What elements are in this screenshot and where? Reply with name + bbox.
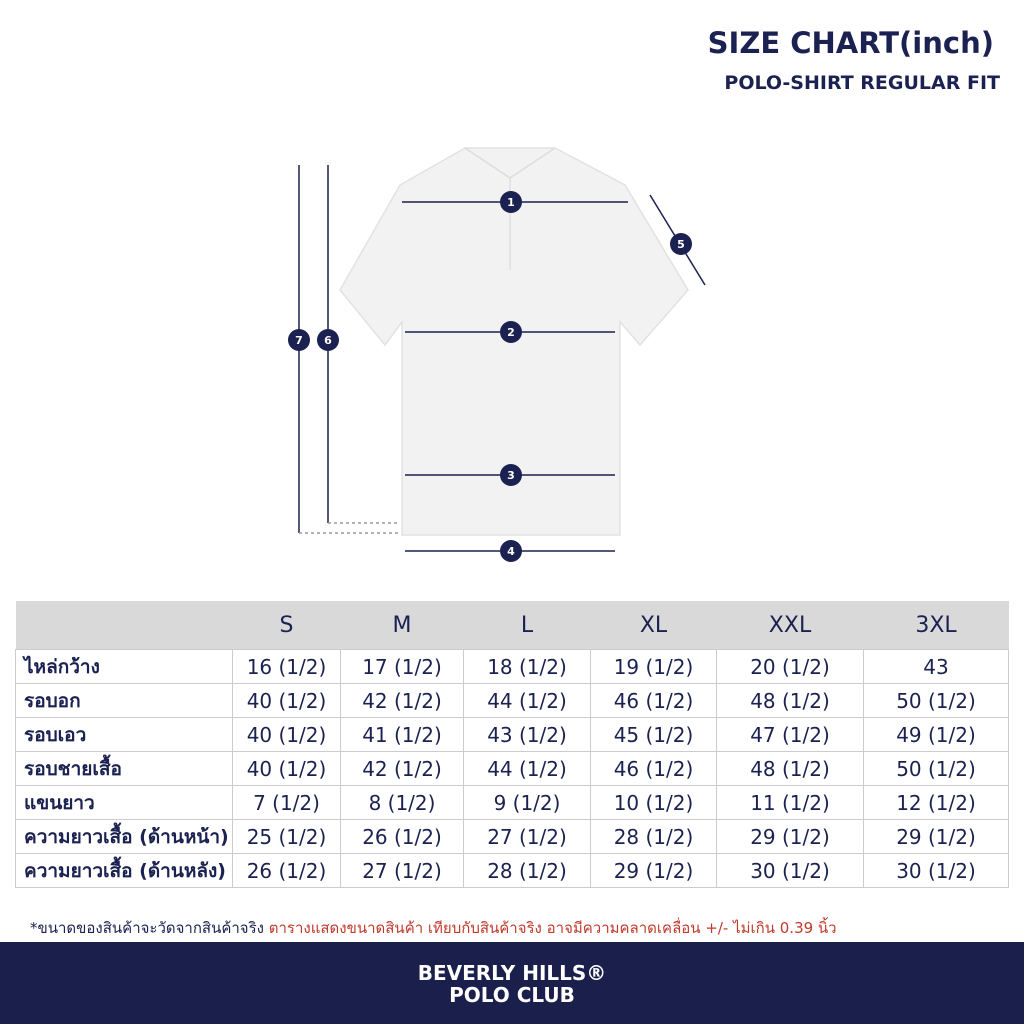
cell: 29 (1/2) bbox=[863, 819, 1009, 854]
column-header: M bbox=[340, 601, 464, 650]
row: แขนยาว 7 (1/2) 8 (1/2) 9 (1/2) 10 (1/2) 11 (1… bbox=[15, 785, 1009, 820]
cell: 40 (1/2) bbox=[232, 683, 341, 718]
row-label: รอบอก bbox=[15, 683, 233, 718]
cell: 7 (1/2) bbox=[232, 785, 341, 820]
row-label: รอบชายเสื้อ bbox=[15, 751, 233, 786]
size-table: S M L XL XXL 3XL ไหล่กว้าง 16 (1/2) 17 (1/2) 18 … bbox=[15, 601, 1009, 888]
cell: 30 (1/2) bbox=[863, 853, 1009, 888]
cell: 29 (1/2) bbox=[590, 853, 717, 888]
row-label: ความยาวเสื้อ (ด้านหน้า) bbox=[15, 819, 233, 854]
row: รอบอก 40 (1/2) 42 (1/2) 44 (1/2) 46 (1/2) 48 … bbox=[15, 683, 1009, 718]
marker: 7 bbox=[295, 334, 303, 347]
row: ความยาวเสื้อ (ด้านหลัง) 26 (1/2) 27 (1/2) 2… bbox=[15, 853, 1009, 888]
cell: 18 (1/2) bbox=[463, 649, 591, 684]
cell: 42 (1/2) bbox=[340, 751, 464, 786]
cell: 9 (1/2) bbox=[463, 785, 591, 820]
marker: 4 bbox=[507, 545, 515, 558]
brand: BEVERLY HILLS® bbox=[417, 961, 607, 985]
column-header: XXL bbox=[716, 601, 864, 650]
cell: 42 (1/2) bbox=[340, 683, 464, 718]
cell: 30 (1/2) bbox=[716, 853, 864, 888]
note: *ขนาดของสินค้าจะวัดจากสินค้าจริง bbox=[30, 919, 264, 937]
shirt-diagram: 1 2 3 4 5 6 7 bbox=[288, 147, 706, 562]
cell: 28 (1/2) bbox=[463, 853, 591, 888]
cell: 50 (1/2) bbox=[863, 683, 1009, 718]
cell: 25 (1/2) bbox=[232, 819, 341, 854]
row-label: แขนยาว bbox=[15, 785, 233, 820]
cell: 16 (1/2) bbox=[232, 649, 341, 684]
cell: 45 (1/2) bbox=[590, 717, 717, 752]
cell: 11 (1/2) bbox=[716, 785, 864, 820]
cell: 49 (1/2) bbox=[863, 717, 1009, 752]
cell: 44 (1/2) bbox=[463, 751, 591, 786]
row-label: รอบเอว bbox=[15, 717, 233, 752]
cell: 43 bbox=[863, 649, 1009, 684]
title: SIZE CHART(inch) bbox=[707, 26, 994, 60]
column-header: L bbox=[463, 601, 591, 650]
cell: 29 (1/2) bbox=[716, 819, 864, 854]
cell: 8 (1/2) bbox=[340, 785, 464, 820]
cell: 46 (1/2) bbox=[590, 751, 717, 786]
row: ไหล่กว้าง 16 (1/2) 17 (1/2) 18 (1/2) 19 (1/2… bbox=[15, 649, 1009, 684]
marker: 5 bbox=[677, 238, 685, 251]
column-header: XL bbox=[590, 601, 717, 650]
cell: 48 (1/2) bbox=[716, 751, 864, 786]
warning: ตารางแสดงขนาดสินค้า เทียบกับสินค้าจริง อ… bbox=[268, 919, 837, 937]
cell: 41 (1/2) bbox=[340, 717, 464, 752]
cell: 47 (1/2) bbox=[716, 717, 864, 752]
cell: 40 (1/2) bbox=[232, 751, 341, 786]
cell: 48 (1/2) bbox=[716, 683, 864, 718]
cell: 28 (1/2) bbox=[590, 819, 717, 854]
marker: 2 bbox=[507, 326, 515, 339]
row: รอบเอว 40 (1/2) 41 (1/2) 43 (1/2) 45 (1/2) 47… bbox=[15, 717, 1009, 752]
marker: 3 bbox=[507, 469, 515, 482]
brand: POLO CLUB bbox=[449, 983, 575, 1007]
cell: 46 (1/2) bbox=[590, 683, 717, 718]
row-label: ความยาวเสื้อ (ด้านหลัง) bbox=[15, 853, 233, 888]
cell: 20 (1/2) bbox=[716, 649, 864, 684]
row: ความยาวเสื้อ (ด้านหน้า) 25 (1/2) 26 (1/2) 2… bbox=[15, 819, 1009, 854]
cell: 44 (1/2) bbox=[463, 683, 591, 718]
cell: 26 (1/2) bbox=[340, 819, 464, 854]
cell: 17 (1/2) bbox=[340, 649, 464, 684]
cell: 12 (1/2) bbox=[863, 785, 1009, 820]
marker: 6 bbox=[324, 334, 332, 347]
cell: 19 (1/2) bbox=[590, 649, 717, 684]
row-label: ไหล่กว้าง bbox=[15, 649, 233, 684]
column-header: S bbox=[232, 601, 341, 650]
footer: BEVERLY HILLS® POLO CLUB bbox=[0, 942, 1024, 1024]
footnote: *ขนาดของสินค้าจะวัดจากสินค้าจริง ตารางแส… bbox=[30, 916, 837, 940]
cell: 50 (1/2) bbox=[863, 751, 1009, 786]
corner bbox=[15, 601, 233, 650]
subtitle: POLO-SHIRT REGULAR FIT bbox=[724, 72, 1000, 94]
row: รอบชายเสื้อ 40 (1/2) 42 (1/2) 44 (1/2) 46 (1… bbox=[15, 751, 1009, 786]
cell: 27 (1/2) bbox=[340, 853, 464, 888]
cell: 43 (1/2) bbox=[463, 717, 591, 752]
cell: 26 (1/2) bbox=[232, 853, 341, 888]
column-header: 3XL bbox=[863, 601, 1009, 650]
cell: 10 (1/2) bbox=[590, 785, 717, 820]
cell: 27 (1/2) bbox=[463, 819, 591, 854]
cell: 40 (1/2) bbox=[232, 717, 341, 752]
marker: 1 bbox=[507, 196, 515, 209]
